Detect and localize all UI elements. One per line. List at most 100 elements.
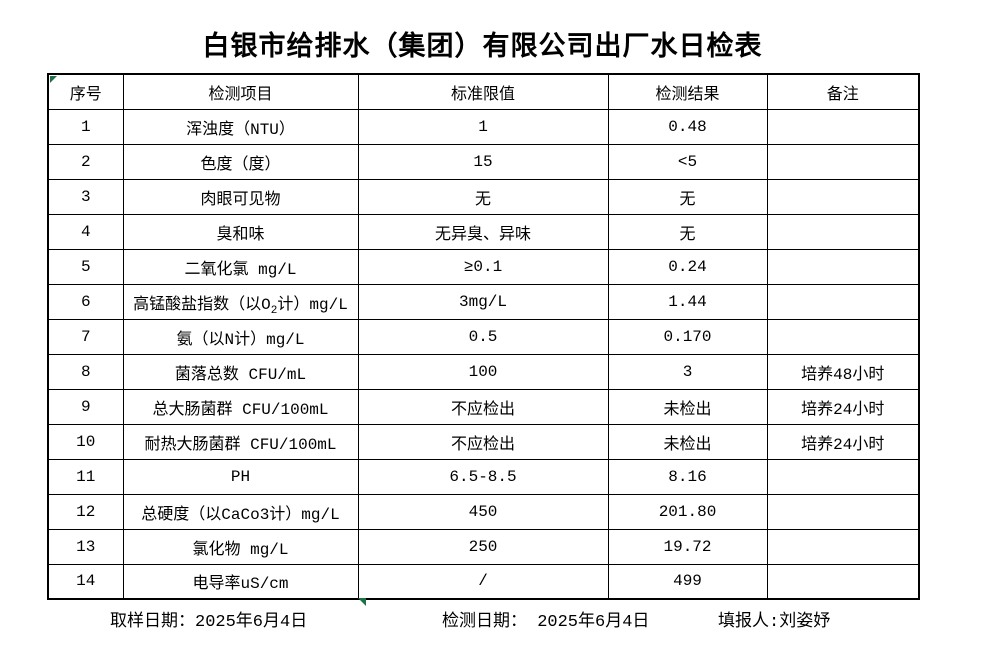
item-cell: 总大肠菌群 CFU/100mL — [122, 388, 359, 425]
item-cell: 色度（度） — [122, 143, 359, 180]
limit-cell: 无异臭、异味 — [357, 213, 609, 250]
table-body: 1 浑浊度（NTU） 1 0.48 2 色度（度） 15 <5 3 肉眼可见物无无 4 臭和味 无异臭、… — [47, 108, 920, 600]
sampling-date-text: 取样日期：2025年6月4日 — [110, 613, 308, 632]
note-cell — [766, 493, 920, 530]
note-cell — [766, 318, 920, 355]
column-header-3: 标准限值 — [357, 73, 609, 110]
table-row: 9 总大肠菌群 CFU/100mL 不应检出 未检出 培养24小时 — [47, 388, 920, 425]
reporter-text: 填报人:刘姿妤 — [718, 613, 831, 632]
result-cell: 8.16 — [607, 458, 768, 495]
table-row: 14 电导率uS/cm/499 — [47, 563, 920, 600]
limit-cell: 0.5 — [357, 318, 609, 355]
row-number-cell: 3 — [47, 178, 124, 215]
result-cell: 未检出 — [607, 423, 768, 460]
row-number-cell: 7 — [47, 318, 124, 355]
table-row: 11 PH 6.5-8.5 8.16 — [47, 458, 920, 495]
limit-cell: 不应检出 — [357, 423, 609, 460]
result-cell: 0.24 — [607, 248, 768, 285]
table-row: 7 氨（以N计）mg/L 0.5 0.170 — [47, 318, 920, 355]
table-row: 5 二氧化氯 mg/L ≥0.1 0.24 — [47, 248, 920, 285]
table-row: 2 色度（度） 15 <5 — [47, 143, 920, 180]
limit-cell: 无 — [357, 178, 609, 215]
inspection-table: 序号 检测项目 标准限值 检测结果 备注 1 浑浊度（NTU） 1 0.48 2 色度（度） 15 <… — [47, 73, 920, 600]
note-cell — [766, 283, 920, 320]
table-row: 6 高锰酸盐指数（以O2计）mg/L 3mg/L 1.44 — [47, 283, 920, 320]
row-number-cell: 9 — [47, 388, 124, 425]
row-number-cell: 4 — [47, 213, 124, 250]
note-cell: 培养24小时 — [766, 388, 920, 425]
result-cell: 1.44 — [607, 283, 768, 320]
result-cell: 3 — [607, 353, 768, 390]
table-row: 1 浑浊度（NTU） 1 0.48 — [47, 108, 920, 145]
note-cell — [766, 563, 920, 600]
note-cell: 培养48小时 — [766, 353, 920, 390]
item-cell: 氨（以N计）mg/L — [122, 318, 359, 355]
limit-cell: ≥0.1 — [357, 248, 609, 285]
limit-cell: 3mg/L — [357, 283, 609, 320]
item-cell: 肉眼可见物 — [122, 178, 359, 215]
column-header-1: 序号 — [47, 73, 124, 110]
result-cell: 0.48 — [607, 108, 768, 145]
limit-cell: / — [357, 563, 609, 600]
row-number-cell: 8 — [47, 353, 124, 390]
table-header: 序号 检测项目 标准限值 检测结果 备注 — [47, 73, 920, 110]
column-header-4: 检测结果 — [607, 73, 768, 110]
item-cell: 电导率uS/cm — [122, 563, 359, 600]
item-cell: 臭和味 — [122, 213, 359, 250]
note-cell — [766, 213, 920, 250]
table-row: 12 总硬度（以CaCo3计）mg/L 450 201.80 — [47, 493, 920, 530]
item-cell: 耐热大肠菌群 CFU/100mL — [122, 423, 359, 460]
result-cell: 19.72 — [607, 528, 768, 565]
item-cell: 氯化物 mg/L — [122, 528, 359, 565]
item-cell: 浑浊度（NTU） — [122, 108, 359, 145]
table-row: 10 耐热大肠菌群 CFU/100mL 不应检出 未检出 培养24小时 — [47, 423, 920, 460]
table-row: 4 臭和味 无异臭、异味无 — [47, 213, 920, 250]
item-cell: 菌落总数 CFU/mL — [122, 353, 359, 390]
item-cell: 二氧化氯 mg/L — [122, 248, 359, 285]
excel-corner-marker-icon — [50, 76, 57, 83]
limit-cell: 450 — [357, 493, 609, 530]
table-row: 13 氯化物 mg/L 250 19.72 — [47, 528, 920, 565]
table-row: 3 肉眼可见物无无 — [47, 178, 920, 215]
limit-cell: 250 — [357, 528, 609, 565]
limit-cell: 1 — [357, 108, 609, 145]
excel-fill-handle-icon — [358, 598, 366, 606]
row-number-cell: 6 — [47, 283, 124, 320]
note-cell: 培养24小时 — [766, 423, 920, 460]
result-cell: 201.80 — [607, 493, 768, 530]
note-cell — [766, 528, 920, 565]
test-date-text: 检测日期： 2025年6月4日 — [442, 613, 650, 632]
note-cell — [766, 143, 920, 180]
item-cell: PH — [122, 458, 359, 495]
table-row: 8 菌落总数 CFU/mL 100 3 培养48小时 — [47, 353, 920, 390]
row-number-cell: 11 — [47, 458, 124, 495]
note-cell — [766, 108, 920, 145]
row-number-cell: 12 — [47, 493, 124, 530]
row-number-cell: 13 — [47, 528, 124, 565]
row-number-cell: 2 — [47, 143, 124, 180]
result-cell: <5 — [607, 143, 768, 180]
row-number-cell: 1 — [47, 108, 124, 145]
row-number-cell: 14 — [47, 563, 124, 600]
item-cell: 高锰酸盐指数（以O2计）mg/L — [122, 283, 359, 320]
note-cell — [766, 248, 920, 285]
row-number-cell: 10 — [47, 423, 124, 460]
limit-cell: 不应检出 — [357, 388, 609, 425]
limit-cell: 15 — [357, 143, 609, 180]
column-header-5: 备注 — [766, 73, 920, 110]
note-cell — [766, 458, 920, 495]
row-number-cell: 5 — [47, 248, 124, 285]
result-cell: 未检出 — [607, 388, 768, 425]
page-title: 白银市给排水（集团）有限公司出厂水日检表 — [202, 31, 763, 61]
result-cell: 0.170 — [607, 318, 768, 355]
result-cell: 无 — [607, 213, 768, 250]
column-header-2: 检测项目 — [122, 73, 359, 110]
result-cell: 无 — [607, 178, 768, 215]
header-row: 序号 检测项目 标准限值 检测结果 备注 — [47, 73, 920, 110]
limit-cell: 100 — [357, 353, 609, 390]
limit-cell: 6.5-8.5 — [357, 458, 609, 495]
result-cell: 499 — [607, 563, 768, 600]
note-cell — [766, 178, 920, 215]
footer: 取样日期：2025年6月4日 检测日期： 2025年6月4日 填报人:刘姿妤 — [0, 606, 985, 632]
item-cell: 总硬度（以CaCo3计）mg/L — [122, 493, 359, 530]
